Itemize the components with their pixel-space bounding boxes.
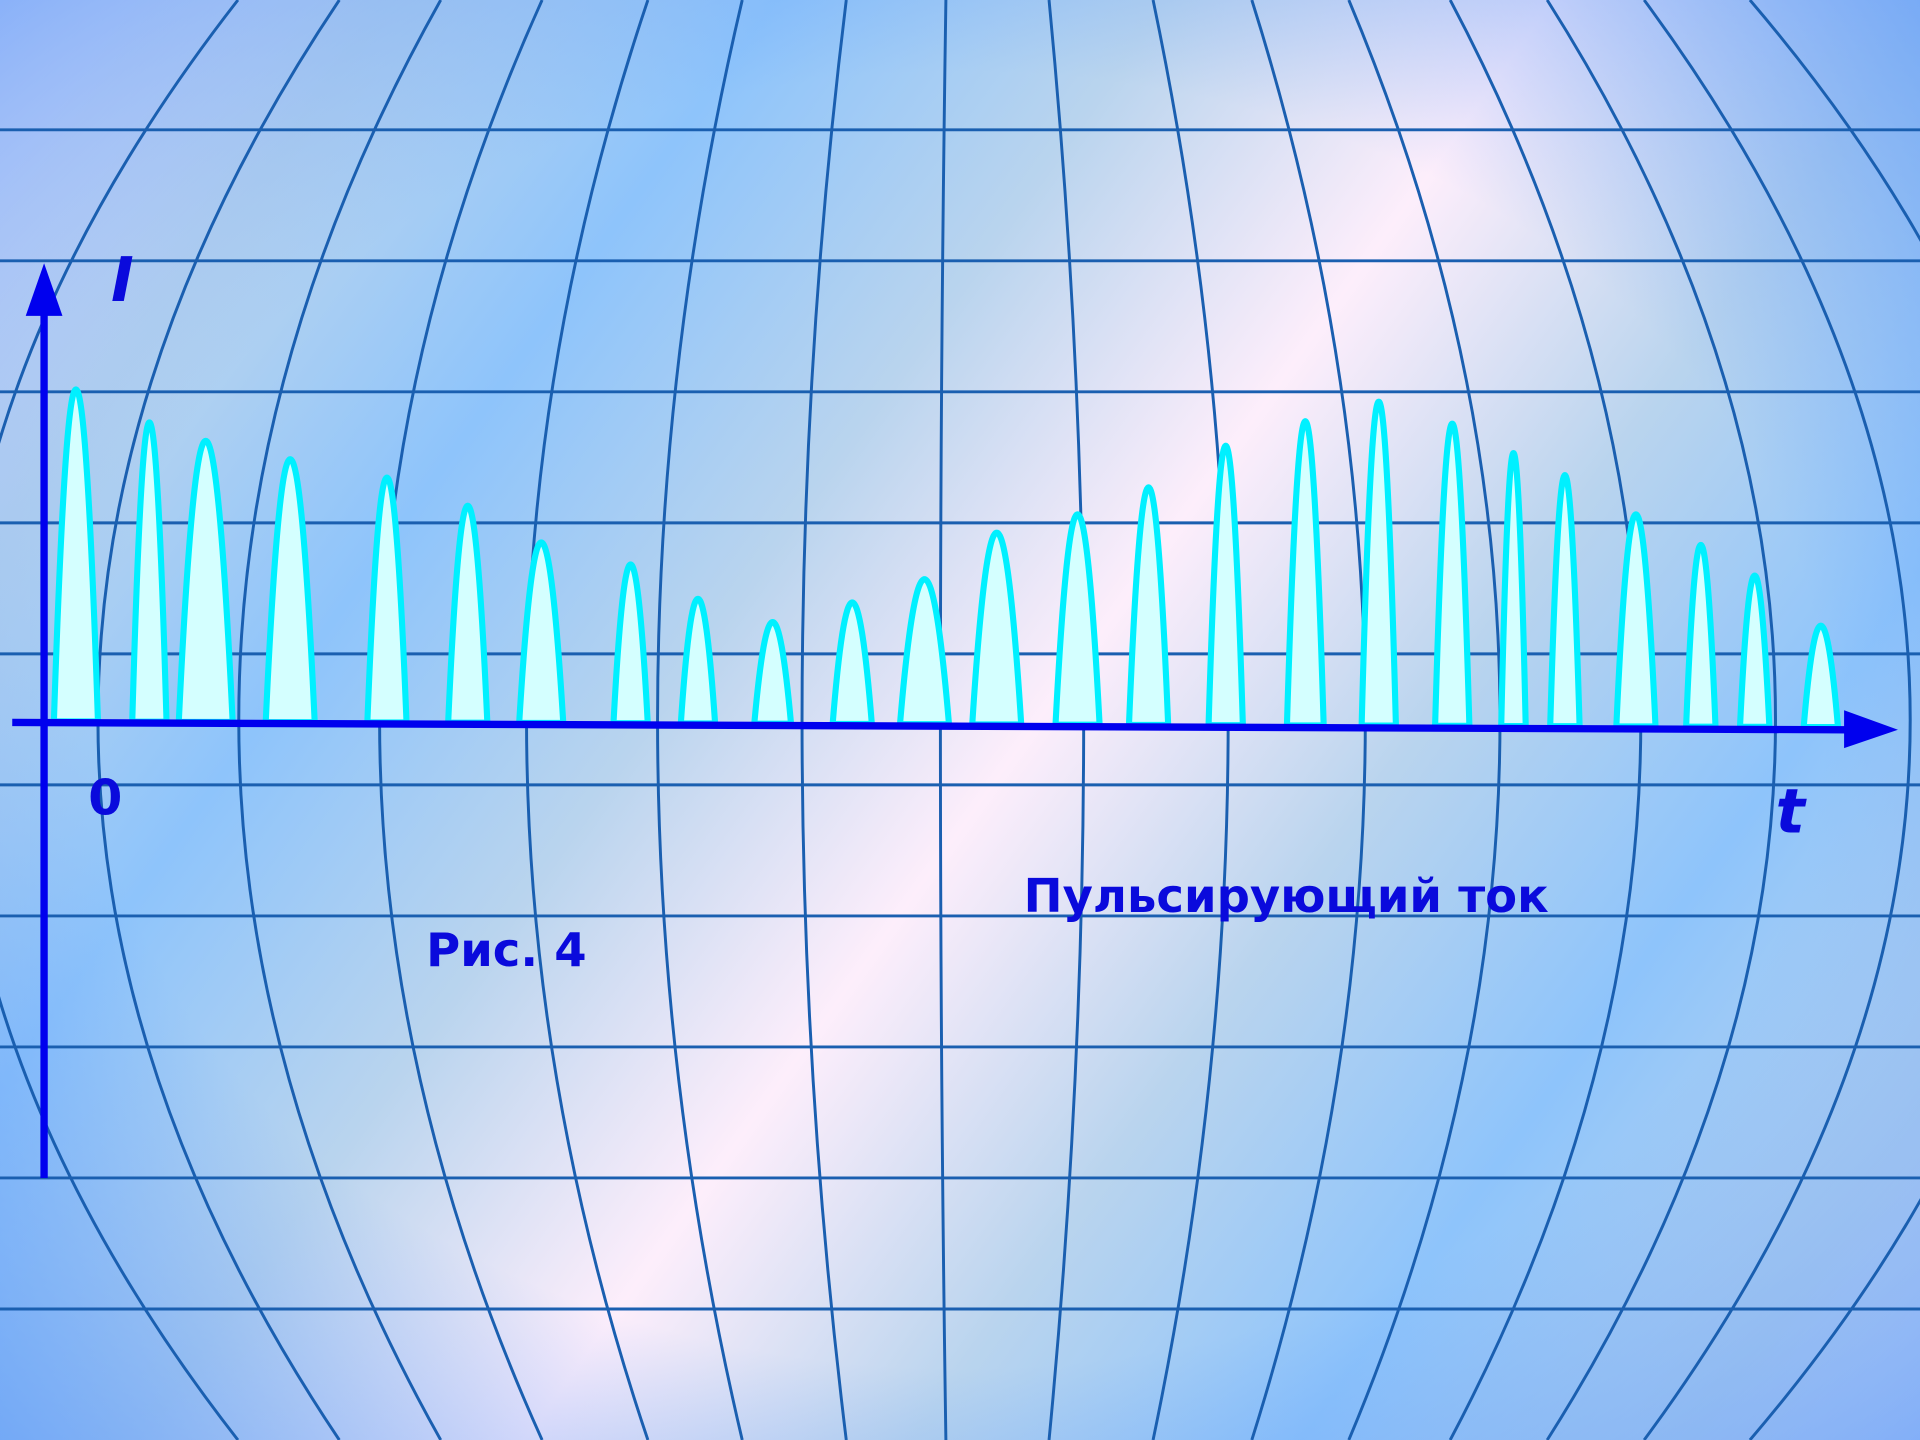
pulse: [969, 529, 1025, 728]
y-axis-label: I: [111, 245, 134, 316]
pulse: [262, 456, 318, 726]
x-axis-label: t: [1776, 777, 1808, 848]
pulse: [129, 419, 170, 725]
grid-curve: [1642, 0, 1912, 1440]
grid-curve: [800, 0, 848, 1440]
pulse: [445, 503, 491, 726]
pulse: [1736, 572, 1773, 730]
pulse: [751, 619, 795, 727]
grid-curve: [1748, 0, 1920, 1440]
pulse: [1683, 542, 1719, 730]
pulse: [896, 576, 953, 728]
pulse: [1432, 420, 1473, 729]
pulse: [516, 539, 567, 727]
grid-curve: [0, 0, 240, 1440]
pulse: [1800, 623, 1842, 731]
pulses: [50, 386, 1842, 731]
grid-curve: [656, 0, 744, 1440]
grid-curve: [1545, 0, 1777, 1440]
pulse: [1125, 484, 1172, 728]
pulse: [175, 437, 236, 725]
pulse: [50, 386, 102, 725]
pulse: [1613, 511, 1659, 730]
pulse: [364, 474, 410, 726]
x-arrow: [1844, 710, 1898, 749]
pulse: [1498, 450, 1529, 730]
axes: [12, 263, 1898, 1178]
pulse: [1283, 418, 1327, 729]
pulse: [1547, 472, 1583, 730]
title: Пульсирующий ток: [1024, 869, 1549, 923]
pulse: [829, 599, 875, 728]
x-axis: [12, 718, 1849, 734]
pulse: [1205, 442, 1246, 729]
pulse: [677, 596, 719, 727]
pulse: [610, 561, 651, 727]
pulse: [1358, 398, 1399, 729]
y-arrow: [25, 263, 63, 316]
pulse: [1052, 511, 1103, 728]
caption: Рис. 4: [426, 923, 587, 977]
origin-label: 0: [88, 769, 122, 826]
